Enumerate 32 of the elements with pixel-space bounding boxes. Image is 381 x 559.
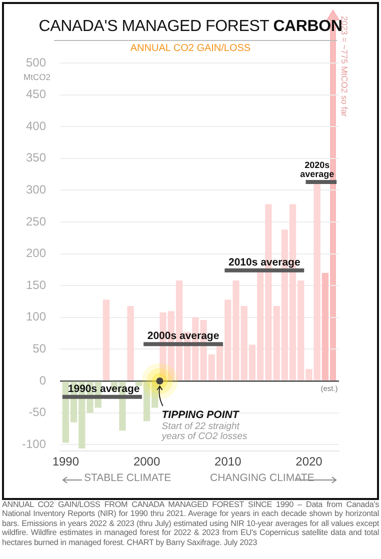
y-tick-label: 0 bbox=[39, 373, 46, 388]
chart-subtitle: ANNUAL CO2 GAIN/LOSS bbox=[130, 43, 251, 54]
x-tick-label: 2010 bbox=[214, 454, 242, 469]
y-tick-label: 200 bbox=[26, 246, 46, 260]
x-tick-label: 2000 bbox=[133, 454, 160, 469]
y-tick-label: 50 bbox=[32, 342, 46, 356]
bar bbox=[102, 300, 110, 380]
text: ANNUAL CO2 GAIN/LOSS FROM CANADA MANAGED FOREST SINCE 1990 – Data from Canada's National Inventory Reports (NIR) for 1990 thru 2021. Average for years in each decade shown by horizontal bars. Emissions in years 2022 & 2023 (thru July) estimated using NIR 10-year averages for all values except wildfire. Wildfire estimates in managed forest for 2022 & 2023 from EU's Copernicus satellite data and total hectares burned in managed forest. CHART by Barry Saxifrage. July 2023 bbox=[2, 500, 379, 548]
y-tick-label: 500 bbox=[26, 55, 46, 70]
bar bbox=[322, 272, 329, 380]
chart-title: CANADA'S MANAGED FOREST CARBON bbox=[38, 18, 342, 35]
annotation: 1990s average bbox=[68, 382, 140, 395]
annotation: Start of 22 straight years of CO2 losses bbox=[160, 421, 248, 442]
annotation: 2020s average bbox=[300, 160, 334, 179]
text: CHANGING CLIMATE bbox=[210, 472, 314, 484]
annotation: TIPPING POINT bbox=[162, 409, 240, 422]
bar bbox=[127, 306, 134, 380]
x-tick-label: 2020 bbox=[296, 454, 323, 469]
y-tick-label: -100 bbox=[22, 436, 46, 451]
x-tick-label: 1990 bbox=[52, 454, 80, 469]
y-axis-title: MtCO2 bbox=[24, 72, 51, 82]
y-tick-label: 150 bbox=[26, 278, 46, 292]
text: STABLE CLIMATE bbox=[84, 472, 172, 484]
y-tick-label: 400 bbox=[26, 118, 46, 133]
annotation: 2010s average bbox=[228, 256, 300, 268]
y-tick-label: 100 bbox=[26, 310, 46, 324]
y-tick-label: 250 bbox=[26, 214, 46, 228]
y-tick-label: -50 bbox=[28, 405, 46, 420]
annotation: 2000s average bbox=[147, 330, 220, 342]
y-tick-label: 450 bbox=[26, 87, 46, 102]
y-tick-label: 350 bbox=[26, 150, 46, 165]
y-tick-label: 300 bbox=[26, 182, 46, 197]
